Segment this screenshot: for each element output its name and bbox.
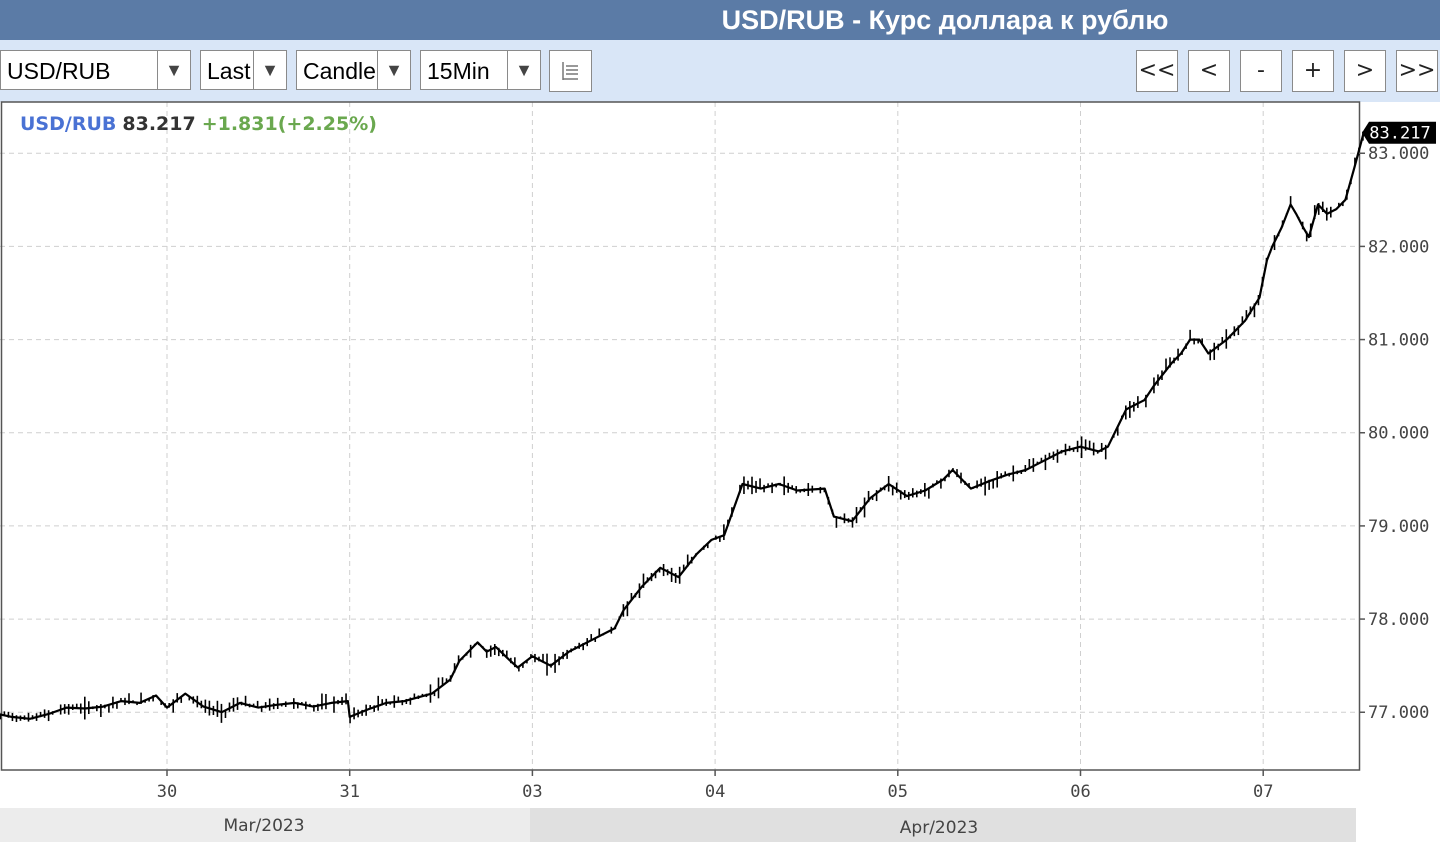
symbol-select[interactable]: USD/RUB ▼ — [0, 50, 191, 90]
chart-toolbar: USD/RUB ▼ Last ▼ Candle ▼ 15Min ▼ << < -… — [0, 40, 1440, 102]
legend-symbol: USD/RUB — [20, 113, 116, 135]
interval-select[interactable]: 15Min ▼ — [420, 50, 541, 90]
y-tick-label: 81.000 — [1368, 331, 1429, 351]
field-select-value: Last — [207, 58, 251, 84]
scroll-first-button[interactable]: << — [1136, 50, 1178, 92]
zoom-in-button[interactable]: + — [1292, 50, 1334, 92]
chevron-down-icon[interactable]: ▼ — [253, 51, 286, 89]
price-series — [0, 131, 1364, 724]
x-tick-label: 31 — [339, 782, 359, 802]
chart-grid — [0, 102, 1359, 770]
legend-last: 83.217 — [122, 113, 195, 135]
price-chart[interactable]: 77.000 78.000 79.000 80.000 81.000 82.000 83.0… — [0, 100, 1440, 842]
chart-legend: USD/RUB 83.217 +1.831(+2.25%) — [20, 113, 377, 135]
y-tick-label: 80.000 — [1368, 424, 1429, 444]
chevron-down-icon[interactable]: ▼ — [507, 51, 540, 89]
legend-change: +1.831(+2.25%) — [202, 113, 377, 135]
zoom-out-button[interactable]: - — [1240, 50, 1282, 92]
x-axis: 30 31 03 04 05 06 07 — [157, 770, 1273, 802]
title-bar: USD/RUB - Курс доллара к рублю — [0, 0, 1440, 40]
y-tick-label: 79.000 — [1368, 517, 1429, 537]
scroll-last-button[interactable]: >> — [1396, 50, 1438, 92]
y-tick-label: 82.000 — [1368, 237, 1429, 257]
scroll-forward-button[interactable]: > — [1344, 50, 1386, 92]
period-label-mar: Mar/2023 — [223, 816, 304, 836]
y-axis: 77.000 78.000 79.000 80.000 81.000 82.000 83.0… — [1359, 144, 1429, 723]
x-tick-label: 05 — [888, 782, 908, 802]
plot-area-border — [0, 101, 1361, 771]
x-tick-label: 30 — [157, 782, 177, 802]
x-tick-label: 07 — [1253, 782, 1273, 802]
y-tick-label: 78.000 — [1368, 610, 1429, 630]
price-line — [0, 132, 1365, 720]
chevron-down-icon[interactable]: ▼ — [377, 51, 410, 89]
period-label-apr: Apr/2023 — [900, 818, 978, 838]
chevron-down-icon[interactable]: ▼ — [157, 51, 190, 89]
list-icon — [562, 62, 578, 80]
last-price-label: 83.217 — [1369, 124, 1430, 144]
chart-type-select[interactable]: Candle ▼ — [296, 50, 411, 90]
page-title: USD/RUB - Курс доллара к рублю — [721, 5, 1169, 35]
x-tick-label: 03 — [522, 782, 542, 802]
period-band-apr — [530, 808, 1356, 842]
y-tick-label: 77.000 — [1368, 703, 1429, 723]
x-tick-label: 06 — [1070, 782, 1090, 802]
period-band-mar — [0, 808, 530, 842]
chart-type-select-value: Candle — [303, 58, 376, 84]
y-tick-label: 83.000 — [1368, 144, 1429, 164]
scroll-back-button[interactable]: < — [1188, 50, 1230, 92]
x-tick-label: 04 — [705, 782, 725, 802]
last-price-tag: 83.217 — [1362, 121, 1436, 144]
field-select[interactable]: Last ▼ — [200, 50, 287, 90]
interval-select-value: 15Min — [427, 58, 490, 84]
chart-settings-button[interactable] — [549, 50, 592, 92]
symbol-select-value: USD/RUB — [7, 58, 111, 84]
